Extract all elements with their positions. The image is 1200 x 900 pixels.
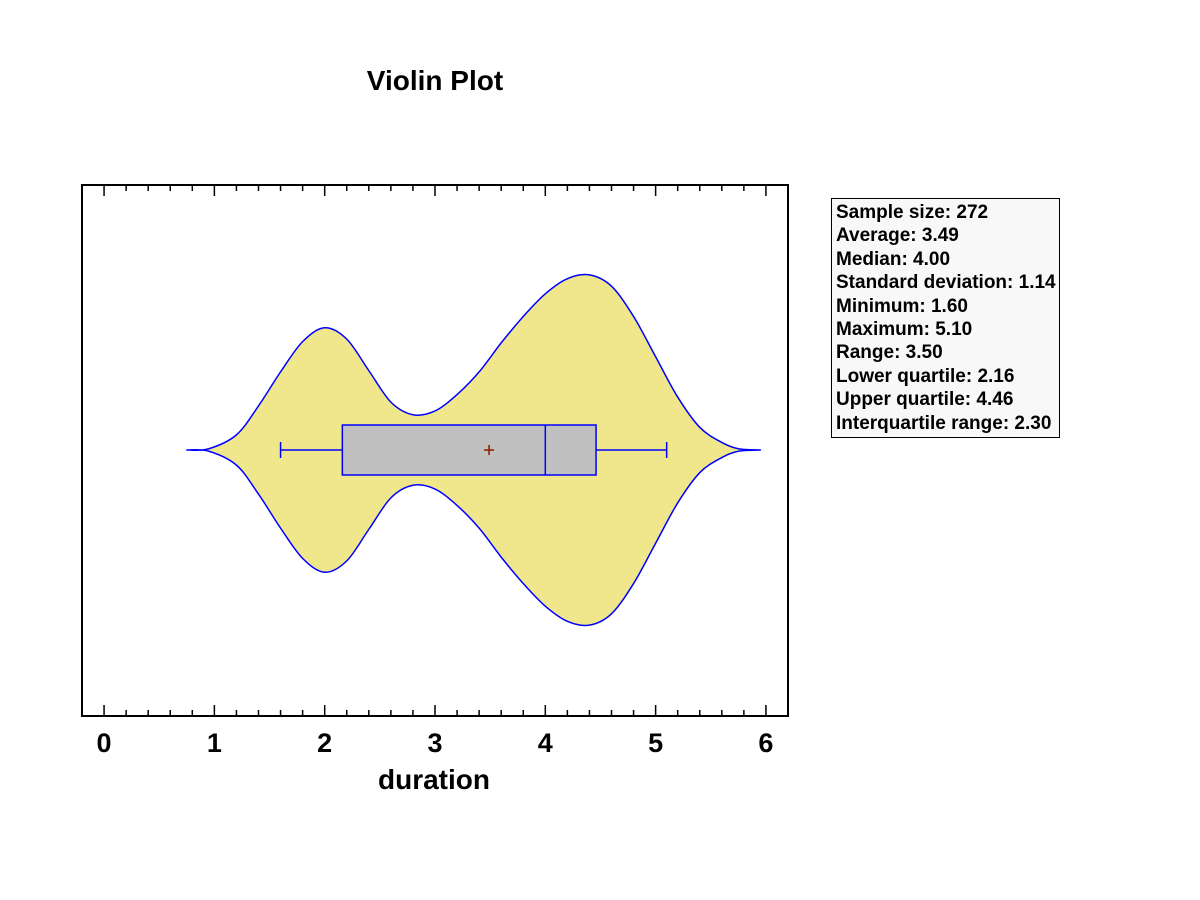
chart-title: Violin Plot: [367, 65, 503, 96]
top-tick-marks: [103, 185, 767, 196]
boxplot-layer: [279, 424, 668, 476]
stat-line: Upper quartile: 4.46: [836, 389, 1014, 411]
x-tick-label: 6: [758, 728, 773, 758]
stat-line: Minimum: 1.60: [836, 295, 968, 317]
x-tick-label: 0: [97, 728, 112, 758]
stat-line: Sample size: 272: [836, 202, 989, 223]
x-tick-label: 3: [427, 728, 442, 758]
stat-line: Interquartile range: 2.30: [836, 412, 1052, 434]
stat-line: Average: 3.49: [836, 225, 959, 247]
bottom-tick-marks: [103, 705, 767, 716]
interquartile-box: [341, 424, 597, 476]
stat-line: Range: 3.50: [836, 342, 943, 364]
x-tick-label: 2: [317, 728, 332, 758]
summary-statistics-box: Sample size: 272 Average: 3.49 Median: 4.0…: [831, 198, 1060, 439]
x-axis-label: duration: [378, 764, 490, 795]
x-tick-label: 1: [207, 728, 222, 758]
stat-line: Maximum: 5.10: [836, 319, 973, 341]
stat-line: Standard deviation: 1.14: [836, 272, 1056, 294]
x-tick-label: 5: [648, 728, 663, 758]
stat-line: Lower quartile: 2.16: [836, 365, 1015, 387]
x-tick-labels: 0 1 2 3 4 5 6: [97, 728, 774, 758]
stat-line: Median: 4.00: [836, 248, 951, 270]
x-tick-label: 4: [538, 728, 553, 758]
